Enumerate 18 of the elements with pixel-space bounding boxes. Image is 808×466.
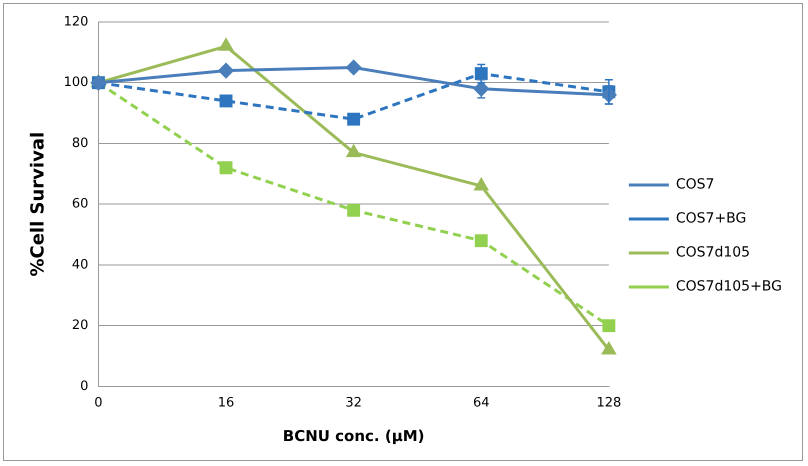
legend-label: COS7d105: [676, 244, 750, 261]
y-tick-label: 100: [64, 75, 88, 90]
y-tick-label: 80: [72, 136, 88, 151]
legend-label: COS7: [676, 176, 714, 193]
y-tick-label: 20: [72, 318, 88, 334]
x-tick-label: 0: [94, 396, 103, 411]
x-tick-label: 32: [345, 396, 362, 411]
legend-label: COS7d105+BG: [676, 278, 782, 295]
legend-label: COS7+BG: [676, 210, 746, 227]
y-tick-label: 0: [80, 378, 88, 394]
y-tick-label: 60: [72, 196, 88, 212]
x-tick-label: 64: [472, 396, 490, 411]
y-tick-label: 120: [64, 14, 88, 30]
x-axis-title: BCNU conc. (μM): [282, 426, 425, 445]
y-axis-title: %Cell Survival: [27, 132, 48, 277]
x-tick-label: 16: [218, 396, 234, 411]
y-tick-label: 40: [72, 257, 88, 272]
x-tick-label: 128: [596, 396, 622, 411]
